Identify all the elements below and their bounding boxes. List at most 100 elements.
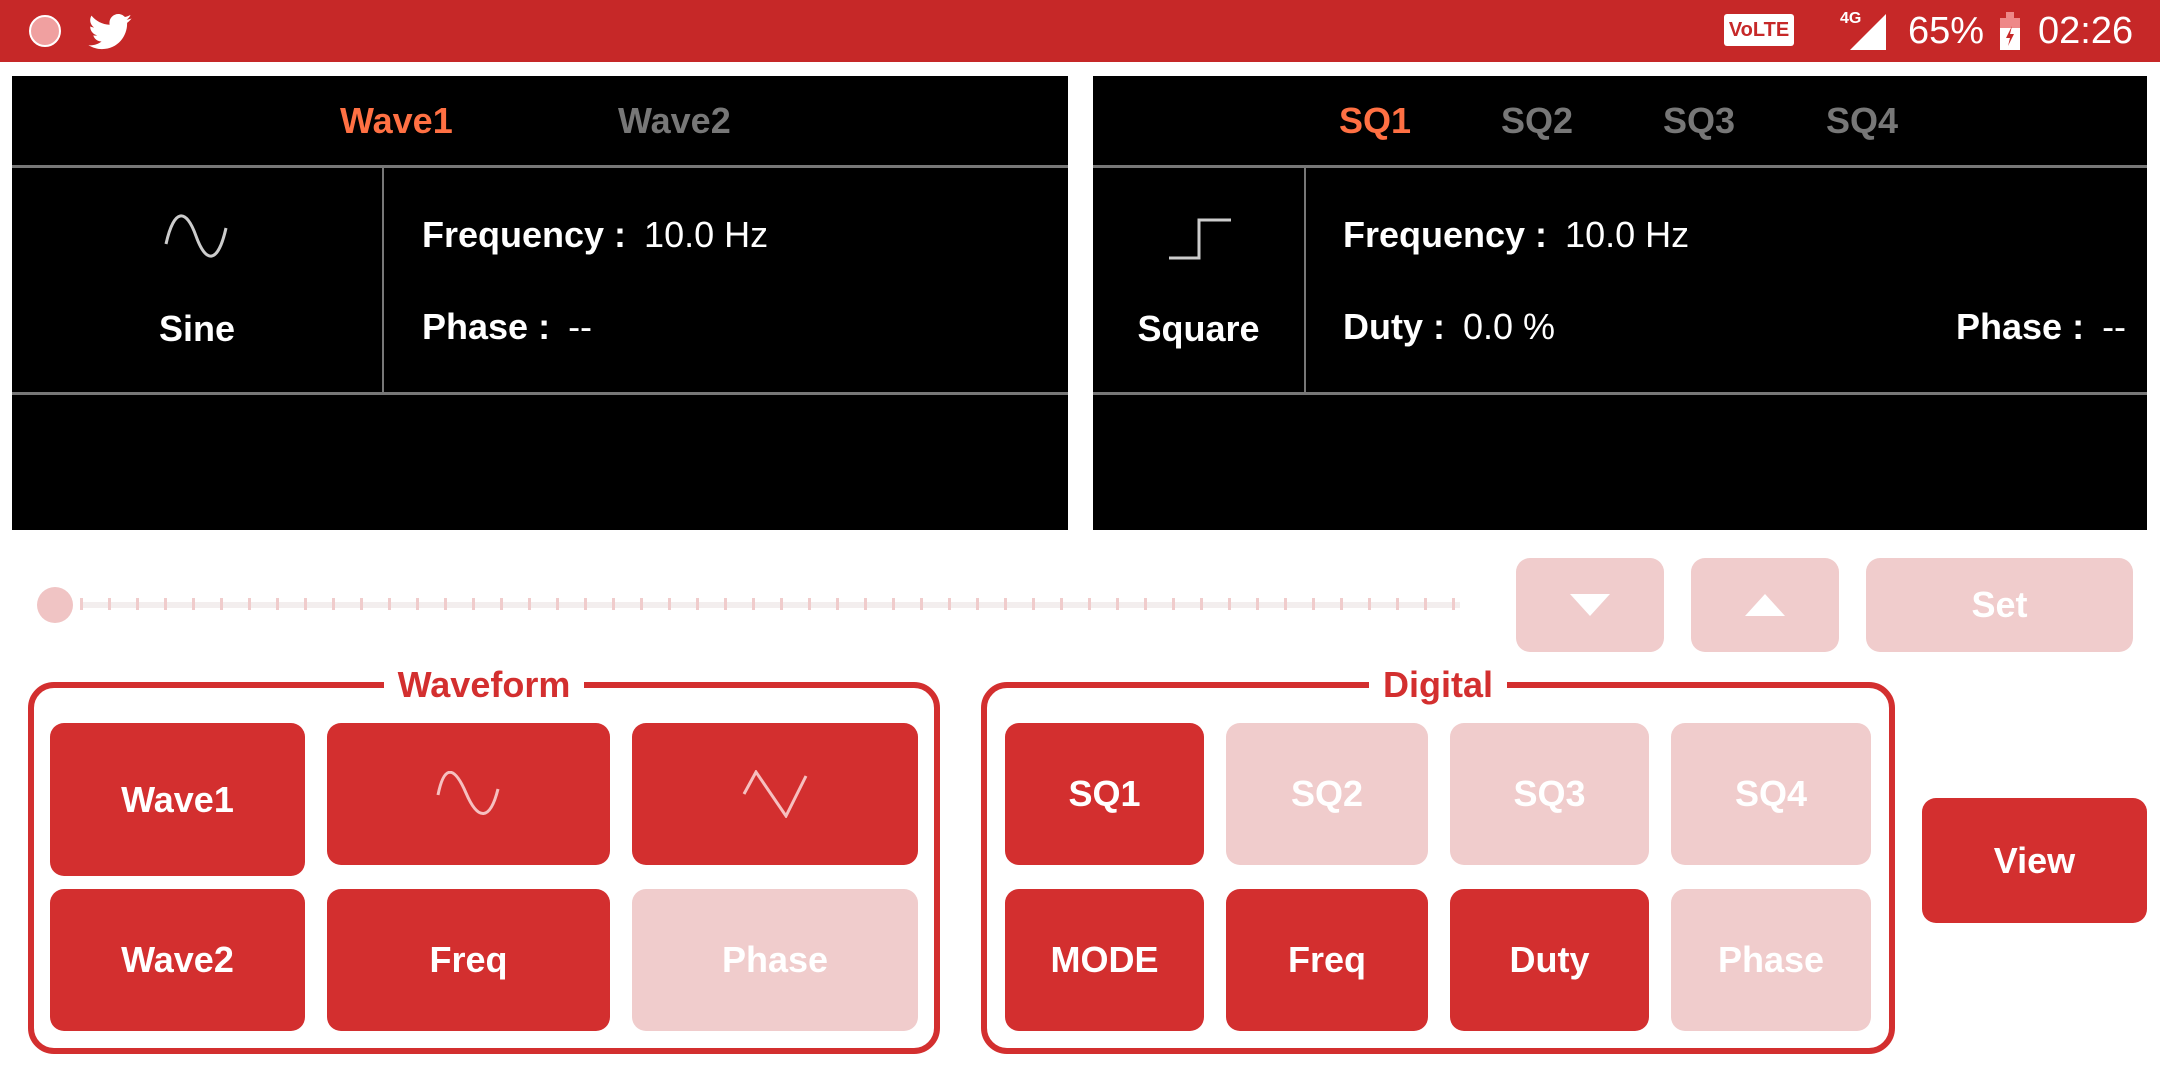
status-bar: VoLTE 4G 65% 02:26 <box>0 0 2160 62</box>
digital-phase-button[interactable]: Phase <box>1671 889 1871 1031</box>
arrow-up-icon <box>1745 594 1785 616</box>
duty-label: Duty : <box>1343 306 1445 347</box>
frequency-label: Frequency : <box>422 214 627 255</box>
slider-tick <box>1172 598 1175 610</box>
slider-tick <box>1340 598 1343 610</box>
digital-type: Square <box>1137 308 1260 349</box>
slider-tick <box>808 598 811 610</box>
value-slider[interactable] <box>80 598 1460 610</box>
sq2-button[interactable]: SQ2 <box>1226 723 1428 865</box>
tab-sq4[interactable]: SQ4 <box>1826 100 1899 141</box>
digital-display-panel: SQ1 SQ2 SQ3 SQ4 Square Frequency : 10.0 H… <box>1093 76 2147 530</box>
divider <box>12 165 1068 168</box>
slider-tick <box>1452 598 1455 610</box>
digital-freq-button[interactable]: Freq <box>1226 889 1428 1031</box>
wave-phase-button[interactable]: Phase <box>632 889 918 1031</box>
slider-tick <box>276 598 279 610</box>
slider-tick <box>136 598 139 610</box>
sq4-button[interactable]: SQ4 <box>1671 723 1871 865</box>
slider-tick <box>192 598 195 610</box>
slider-tick <box>80 598 83 610</box>
waveform-group-title: Waveform <box>397 664 571 705</box>
slider-tick <box>584 598 587 610</box>
slider-tick <box>724 598 727 610</box>
waveform-group: Waveform <box>28 664 940 1054</box>
divider <box>1093 165 2147 168</box>
slider-tick <box>948 598 951 610</box>
slider-tick <box>416 598 419 610</box>
sine-wave-icon <box>164 214 228 258</box>
slider-tick <box>1116 598 1119 610</box>
divider <box>1093 392 2147 395</box>
slider-tick <box>248 598 251 610</box>
increment-button[interactable] <box>1691 558 1839 652</box>
tab-sq2[interactable]: SQ2 <box>1501 100 1574 141</box>
network-type: 4G <box>1840 10 1862 27</box>
slider-tick <box>304 598 307 610</box>
slider-tick <box>528 598 531 610</box>
slider-tick <box>892 598 895 610</box>
slider-tick <box>864 598 867 610</box>
mode-button[interactable]: MODE <box>1005 889 1204 1031</box>
battery-percent: 65% <box>1908 10 1985 52</box>
slider-tick <box>780 598 783 610</box>
triangle-wave-icon <box>742 770 808 818</box>
tab-wave1[interactable]: Wave1 <box>340 100 453 141</box>
sq1-button[interactable]: SQ1 <box>1005 723 1204 865</box>
volte-badge: VoLTE <box>1724 14 1794 46</box>
tab-sq1[interactable]: SQ1 <box>1339 100 1412 141</box>
slider-tick <box>556 598 559 610</box>
sine-button[interactable] <box>327 723 610 865</box>
view-button[interactable]: View <box>1922 798 2147 923</box>
wave1-button[interactable]: Wave1 <box>50 723 305 876</box>
slider-tick <box>640 598 643 610</box>
slider-thumb[interactable] <box>37 587 73 623</box>
duty-value: 0.0 % <box>1463 306 1556 347</box>
slider-tick <box>976 598 979 610</box>
app-icon <box>29 15 61 47</box>
slider-tick <box>1424 598 1427 610</box>
divider <box>12 392 1068 395</box>
duty-button[interactable]: Duty <box>1450 889 1649 1031</box>
slider-tick <box>332 598 335 610</box>
slider-tick <box>1060 598 1063 610</box>
decrement-button[interactable] <box>1516 558 1664 652</box>
slider-tick <box>220 598 223 610</box>
slider-tick <box>1284 598 1287 610</box>
phase-value: -- <box>2102 306 2127 347</box>
sine-wave-icon <box>436 771 499 815</box>
twitter-icon <box>88 14 132 50</box>
wave-freq-button[interactable]: Freq <box>327 889 610 1031</box>
slider-tick <box>1088 598 1091 610</box>
slider-tick <box>1144 598 1147 610</box>
slider-tick <box>1228 598 1231 610</box>
slider-tick <box>1368 598 1371 610</box>
set-button[interactable]: Set <box>1866 558 2133 652</box>
battery-charging-icon <box>2000 12 2020 50</box>
triangle-button[interactable] <box>632 723 918 865</box>
frequency-label: Frequency : <box>1343 214 1548 255</box>
slider-tick <box>612 598 615 610</box>
slider-tick <box>388 598 391 610</box>
slider-tick <box>164 598 167 610</box>
slider-tick <box>108 598 111 610</box>
digital-group-title: Digital <box>1382 664 1493 705</box>
sq3-button[interactable]: SQ3 <box>1450 723 1649 865</box>
divider <box>382 167 384 394</box>
slider-tick <box>836 598 839 610</box>
slider-tick <box>444 598 447 610</box>
slider-tick <box>1004 598 1007 610</box>
divider <box>1304 167 1306 394</box>
slider-tick <box>360 598 363 610</box>
slider-tick <box>1312 598 1315 610</box>
slider-tick <box>500 598 503 610</box>
tab-wave2[interactable]: Wave2 <box>618 100 731 141</box>
slider-tick <box>1256 598 1259 610</box>
tab-sq3[interactable]: SQ3 <box>1663 100 1736 141</box>
wave2-button[interactable]: Wave2 <box>50 889 305 1031</box>
phase-value: -- <box>568 306 593 347</box>
slider-tick <box>668 598 671 610</box>
slider-tick <box>1200 598 1203 610</box>
slider-tick <box>752 598 755 610</box>
arrow-down-icon <box>1570 594 1610 616</box>
